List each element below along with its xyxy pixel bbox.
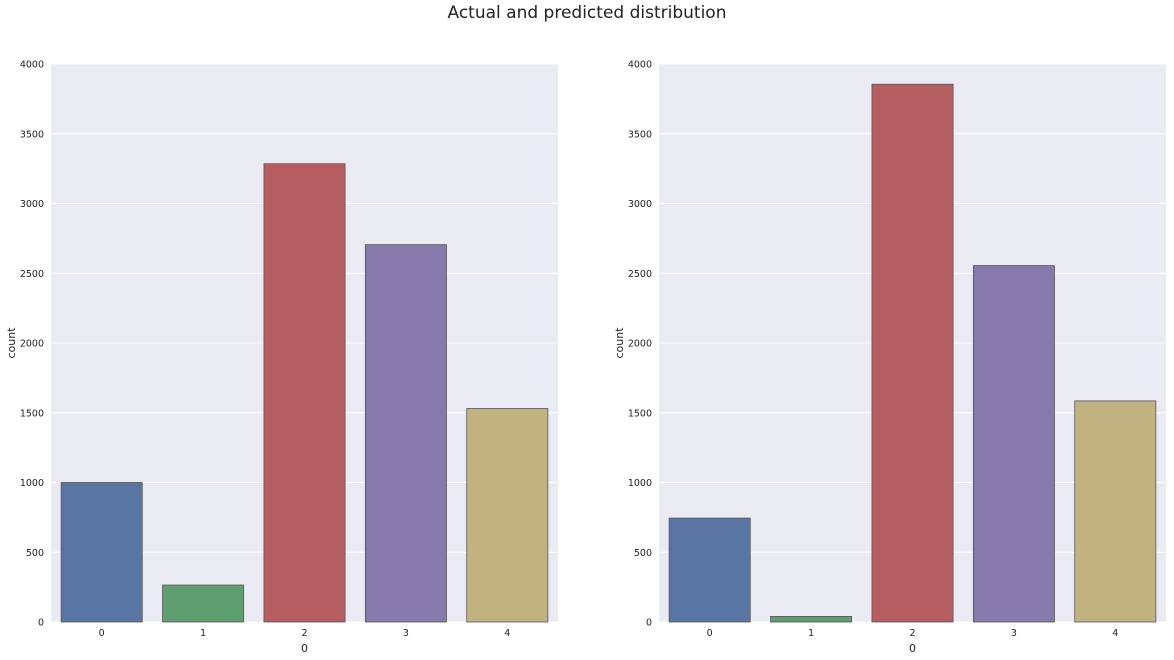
y-tick-label: 4000 <box>20 60 44 71</box>
y-tick-label: 1000 <box>20 478 44 489</box>
figure-title: Actual and predicted distribution <box>447 3 727 23</box>
x-tick-label: 4 <box>1112 628 1118 639</box>
x-tick-label: 0 <box>99 628 105 639</box>
x-tick-label: 4 <box>504 628 510 639</box>
x-tick-label: 2 <box>301 628 307 639</box>
y-tick-label: 0 <box>646 618 652 629</box>
y-tick-label: 3000 <box>20 199 44 210</box>
bar-2 <box>263 163 346 623</box>
y-axis-label: count <box>613 327 626 359</box>
y-tick-label: 4000 <box>628 60 652 71</box>
x-tick-label: 3 <box>1011 628 1017 639</box>
chart-actual: 0 500 1000 1500 2000 2500 3000 3500 4000 0 1 2 3 4 0 co… <box>5 60 558 655</box>
y-tick-label: 2500 <box>628 269 652 280</box>
bar-0 <box>60 482 143 623</box>
y-tick-label: 3500 <box>20 129 44 140</box>
x-tick-label: 2 <box>909 628 915 639</box>
x-tick-label: 1 <box>808 628 814 639</box>
y-tick-label: 2000 <box>20 339 44 350</box>
x-tick-label: 1 <box>200 628 206 639</box>
y-tick-label: 2000 <box>628 339 652 350</box>
bar-1 <box>770 616 853 623</box>
y-axis-label: count <box>5 327 18 359</box>
x-axis-label: 0 <box>301 642 308 655</box>
bar-3 <box>364 244 447 623</box>
x-axis-label: 0 <box>909 642 916 655</box>
y-tick-label: 3500 <box>628 129 652 140</box>
bar-4 <box>466 408 549 623</box>
bar-1 <box>162 584 245 623</box>
bar-2 <box>871 83 954 623</box>
bar-0 <box>668 517 751 623</box>
y-tick-label: 3000 <box>628 199 652 210</box>
y-tick-label: 2500 <box>20 269 44 280</box>
x-tick-label: 0 <box>707 628 713 639</box>
y-tick-label: 0 <box>38 618 44 629</box>
y-tick-label: 500 <box>634 548 652 559</box>
bar-3 <box>972 265 1055 623</box>
chart-predicted: 0 500 1000 1500 2000 2500 3000 3500 4000 0 1 2 3 4 0 co… <box>613 60 1166 655</box>
bar-4 <box>1074 400 1157 623</box>
y-tick-label: 1000 <box>628 478 652 489</box>
y-tick-label: 500 <box>26 548 44 559</box>
x-tick-label: 3 <box>403 628 409 639</box>
y-tick-label: 1500 <box>628 408 652 419</box>
y-tick-label: 1500 <box>20 408 44 419</box>
